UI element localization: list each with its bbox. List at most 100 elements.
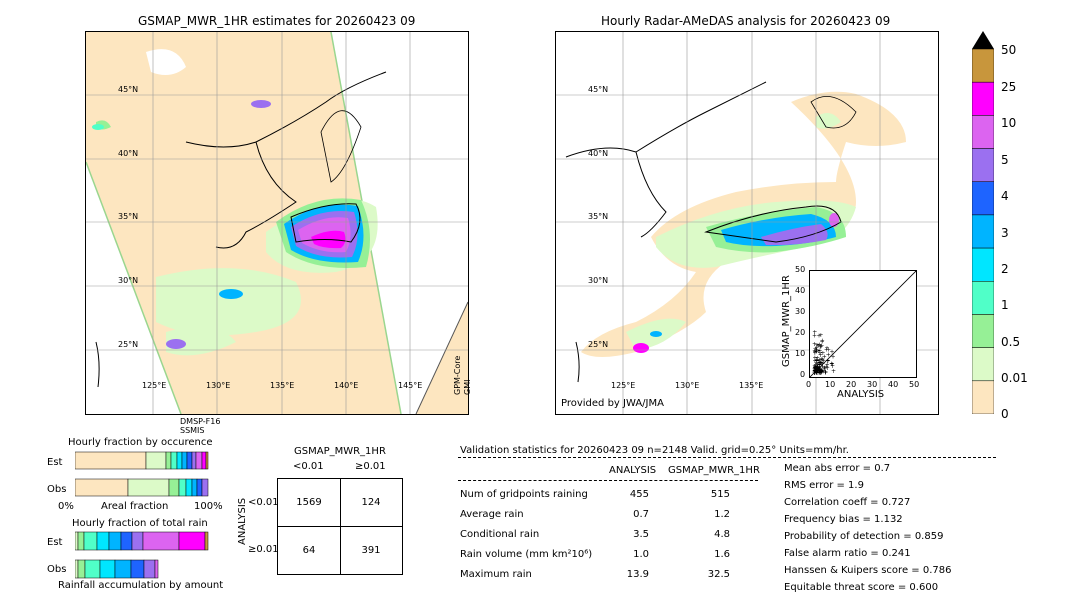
rain-row-est: Est [47,537,63,548]
scatter-point: + [813,368,818,375]
scatter-point: + [818,359,823,366]
scatter-point: + [812,368,817,375]
scatter-point: + [814,365,819,372]
score-corr: Correlation coeff = 0.727 [784,497,911,508]
colorbar-segment [971,347,995,382]
scatter-point: + [819,369,824,376]
left-lat-30: 30°N [118,276,139,285]
scatter-point: + [812,368,817,375]
val-row-1-analysis: 0.7 [633,509,649,520]
scatter-point: + [823,369,828,376]
left-lon-130: 130°E [206,381,231,390]
scatter-point: + [816,368,821,375]
scatter-point: + [818,366,823,373]
sensor-gpm: GPM-Core [453,355,462,395]
scatter-point: + [818,370,823,377]
scatter-point: + [831,368,836,375]
scatter-point: + [818,332,823,339]
cb-label-1: 1 [1001,298,1009,312]
occ-row-obs: Obs [47,484,67,495]
cb-label-10: 10 [1001,116,1017,130]
scatter-point: + [822,364,827,371]
scatter-point: + [821,368,826,375]
contingency-cell-10: 64 [302,545,316,556]
scatter-point: + [813,365,818,372]
scatter-point: + [817,360,822,367]
inset-xtick-10: 10 [825,380,836,389]
scatter-point: + [815,367,820,374]
contingency-cell-01: 124 [361,497,381,508]
cb-label-5: 5 [1001,153,1009,167]
scatter-point: + [815,361,820,368]
inset-scatter: + + + + + + + + + + + + + + + + + + + + + + + + + + + + + + + + + + + + + + + +… [809,270,917,378]
scatter-point: + [820,364,825,371]
val-row-1-label: Average rain [460,509,524,520]
left-lat-25: 25°N [118,340,139,349]
right-lon-130: 130°E [675,381,700,390]
scatter-point: + [813,365,818,372]
contingency-row-lt: <0.01 [248,497,279,508]
scatter-point: + [815,367,820,374]
scatter-point: + [819,367,824,374]
scatter-point: + [818,359,823,366]
scatter-point: + [817,341,822,348]
rain-xlabel: Rainfall accumulation by amount [58,580,224,591]
occ-row-est: Est [47,457,63,468]
scatter-point: + [812,348,817,355]
scatter-point: + [820,339,825,346]
contingency-cell-00: 1569 [296,497,322,508]
inset-ytick-50: 50 [795,265,806,274]
scatter-point: + [815,364,820,371]
scatter-point: + [812,367,817,374]
scatter-point: + [826,357,831,364]
occ-xmin: 0% [58,501,74,512]
val-row-4-analysis: 13.9 [626,569,649,580]
scatter-point: + [817,369,822,376]
validation-divider [458,457,996,458]
inset-xtick-20: 20 [846,380,857,389]
scatter-point: + [819,368,824,375]
scatter-point: + [814,357,819,364]
val-row-2-label: Conditional rain [460,529,540,540]
left-lat-35: 35°N [118,212,139,221]
scatter-point: + [812,368,817,375]
scatter-point: + [820,361,825,368]
scatter-point: + [813,368,818,375]
scatter-point: + [817,369,822,376]
scatter-point: + [813,370,818,377]
scatter-point: + [816,343,821,350]
scatter-point: + [819,356,824,363]
left-lat-45: 45°N [118,85,139,94]
scatter-point: + [814,347,819,354]
scatter-point: + [812,329,817,336]
scatter-point: + [815,342,820,349]
cb-label-4: 4 [1001,189,1009,203]
left-lon-135: 135°E [270,381,295,390]
left-map-title: GSMAP_MWR_1HR estimates for 20260423 09 [138,14,416,28]
scatter-point: + [823,369,828,376]
score-freq-bias: Frequency bias = 1.132 [784,514,903,525]
cb-label-3: 3 [1001,226,1009,240]
rain-row-obs: Obs [47,564,67,575]
scatter-point: + [814,370,819,377]
scatter-point: + [812,341,817,348]
scatter-point: + [818,352,823,359]
inset-ytick-0: 0 [800,370,806,379]
scatter-point: + [815,361,820,368]
scatter-point: + [814,363,819,370]
scatter-point: + [812,370,817,377]
scatter-point: + [818,366,823,373]
score-pod: Probability of detection = 0.859 [784,531,944,542]
cb-label-0-5: 0.5 [1001,335,1021,349]
occ-xmax: 100% [194,501,223,512]
scatter-point: + [819,342,824,349]
scatter-point: + [830,348,835,355]
score-far: False alarm ratio = 0.241 [784,548,911,559]
scatter-point: + [817,367,822,374]
sensor-dmsp: DMSP-F16 [180,417,221,426]
right-lat-35: 35°N [588,212,609,221]
scatter-point: + [817,357,822,364]
scatter-point: + [822,353,827,360]
colorbar-segment [971,314,995,348]
scatter-point: + [823,369,828,376]
